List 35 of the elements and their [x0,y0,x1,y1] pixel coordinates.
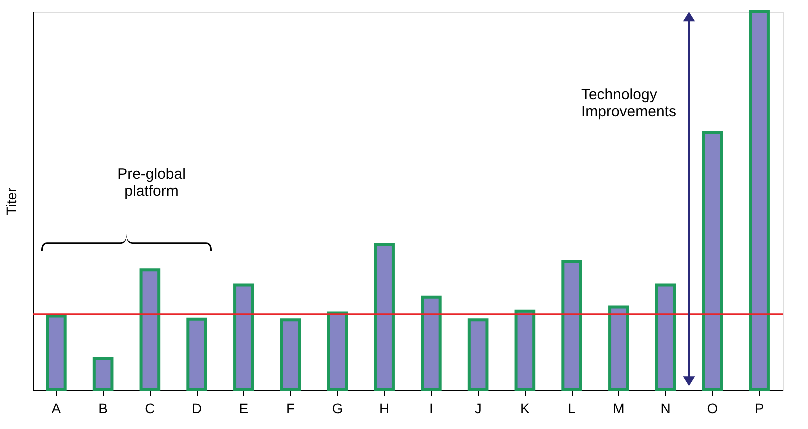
x-tick-label: O [707,400,718,416]
x-tick-label: B [98,400,108,416]
x-tick-label: A [52,400,62,416]
x-tick-label: M [613,400,625,416]
bar [140,268,161,392]
x-tick-label: I [429,400,434,416]
bar [655,284,676,392]
annotation: Pre-global platform [118,166,186,200]
bar [46,314,67,392]
y-axis-title: Titer [4,187,20,216]
x-tick-label: F [286,400,296,416]
bar [327,312,348,392]
bar [92,358,114,392]
bar [468,318,489,392]
x-tick-label: C [145,400,156,416]
bar [514,310,536,392]
bar [749,10,770,392]
x-tick-label: J [474,400,482,416]
bar [608,306,630,392]
bar [280,318,302,392]
annotation: Technology Improvements [581,86,676,121]
bar [186,318,208,392]
x-tick-label: G [332,400,344,416]
bar [374,242,395,392]
bar [702,131,724,392]
bar [562,260,582,392]
x-tick-label: K [520,400,531,416]
x-tick-label: E [239,400,249,416]
x-tick-label: D [192,400,202,416]
bar [234,284,254,392]
x-tick-label: L [568,400,576,416]
x-tick-label: H [380,400,390,416]
x-tick-label: N [660,400,671,416]
x-tick-label: P [754,400,764,416]
bar [421,296,442,392]
